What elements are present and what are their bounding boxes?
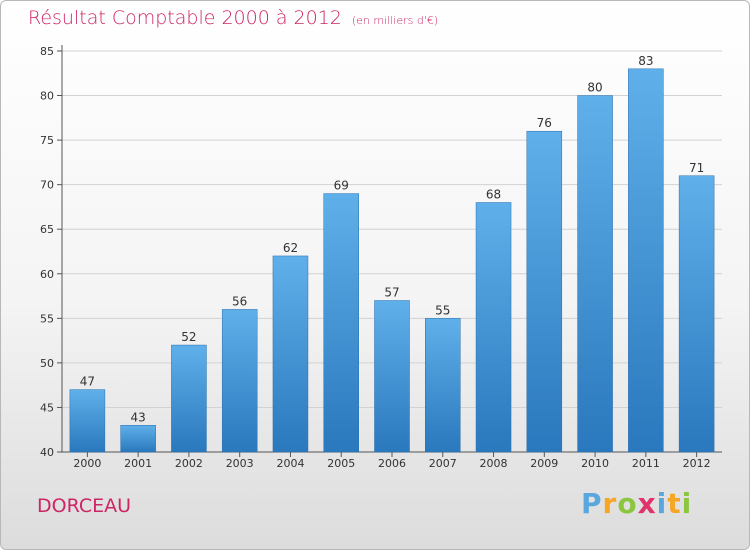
bar-value-label: 52 — [181, 330, 196, 344]
bar-2010 — [577, 95, 613, 453]
brand-logo: Proxiti — [581, 487, 693, 520]
bar-value-label: 68 — [486, 187, 501, 201]
x-tick-label: 2001 — [124, 457, 152, 470]
y-tick-label: 60 — [40, 268, 54, 281]
bar-value-label: 56 — [232, 294, 247, 308]
x-tick-label: 2002 — [175, 457, 203, 470]
bar-value-label: 47 — [80, 375, 95, 389]
y-tick-label: 40 — [40, 446, 54, 459]
x-tick-label: 2008 — [480, 457, 508, 470]
y-tick-label: 45 — [40, 401, 54, 414]
chart-title: Résultat Comptable 2000 à 2012 (en millie… — [28, 7, 439, 29]
bar-value-label: 76 — [537, 116, 552, 130]
bars — [69, 68, 715, 453]
bar-value-label: 62 — [283, 241, 298, 255]
bar-value-label: 69 — [334, 179, 349, 193]
bar-2006 — [374, 300, 410, 453]
bar-value-label: 80 — [587, 81, 602, 95]
y-tick-label: 85 — [40, 45, 54, 58]
bar-2004 — [272, 255, 309, 453]
x-tick-label: 2011 — [632, 457, 660, 470]
bar-value-label: 83 — [638, 54, 653, 68]
x-tick-label: 2003 — [226, 457, 254, 470]
y-tick-label: 55 — [40, 312, 54, 325]
x-tick-label: 2012 — [683, 457, 711, 470]
bar-value-label: 71 — [689, 161, 704, 175]
bar-2005 — [323, 193, 359, 453]
x-tick-label: 2004 — [276, 457, 304, 470]
x-tick-label: 2000 — [73, 457, 101, 470]
x-tick-label: 2009 — [530, 457, 558, 470]
bar-2012 — [678, 175, 715, 453]
y-tick-label: 75 — [40, 134, 54, 147]
bar-2000 — [69, 389, 106, 453]
bar-2001 — [120, 425, 156, 453]
bar-2008 — [475, 202, 512, 453]
bar-2003 — [221, 309, 258, 453]
y-tick-label: 80 — [40, 90, 54, 103]
bar-2002 — [171, 344, 207, 453]
chart-subtitle: (en milliers d'€) — [351, 14, 439, 27]
labels: 47 2000 43 2001 52 2002 56 2003 62 2004 69 2005 57 20… — [73, 54, 710, 470]
x-tick-label: 2010 — [581, 457, 609, 470]
bar-value-label: 57 — [384, 286, 399, 300]
bar-2007 — [425, 318, 461, 453]
bar-2011 — [628, 68, 664, 453]
bar-2009 — [526, 130, 563, 453]
x-tick-label: 2006 — [378, 457, 406, 470]
x-tick-label: 2007 — [429, 457, 457, 470]
bar-value-label: 55 — [435, 303, 450, 317]
bar-value-label: 43 — [131, 410, 146, 424]
x-tick-label: 2005 — [327, 457, 355, 470]
y-tick-label: 65 — [40, 223, 54, 236]
y-tick-label: 50 — [40, 357, 54, 370]
y-tick-label: 70 — [40, 179, 54, 192]
place-name: DORCEAU — [37, 495, 132, 517]
